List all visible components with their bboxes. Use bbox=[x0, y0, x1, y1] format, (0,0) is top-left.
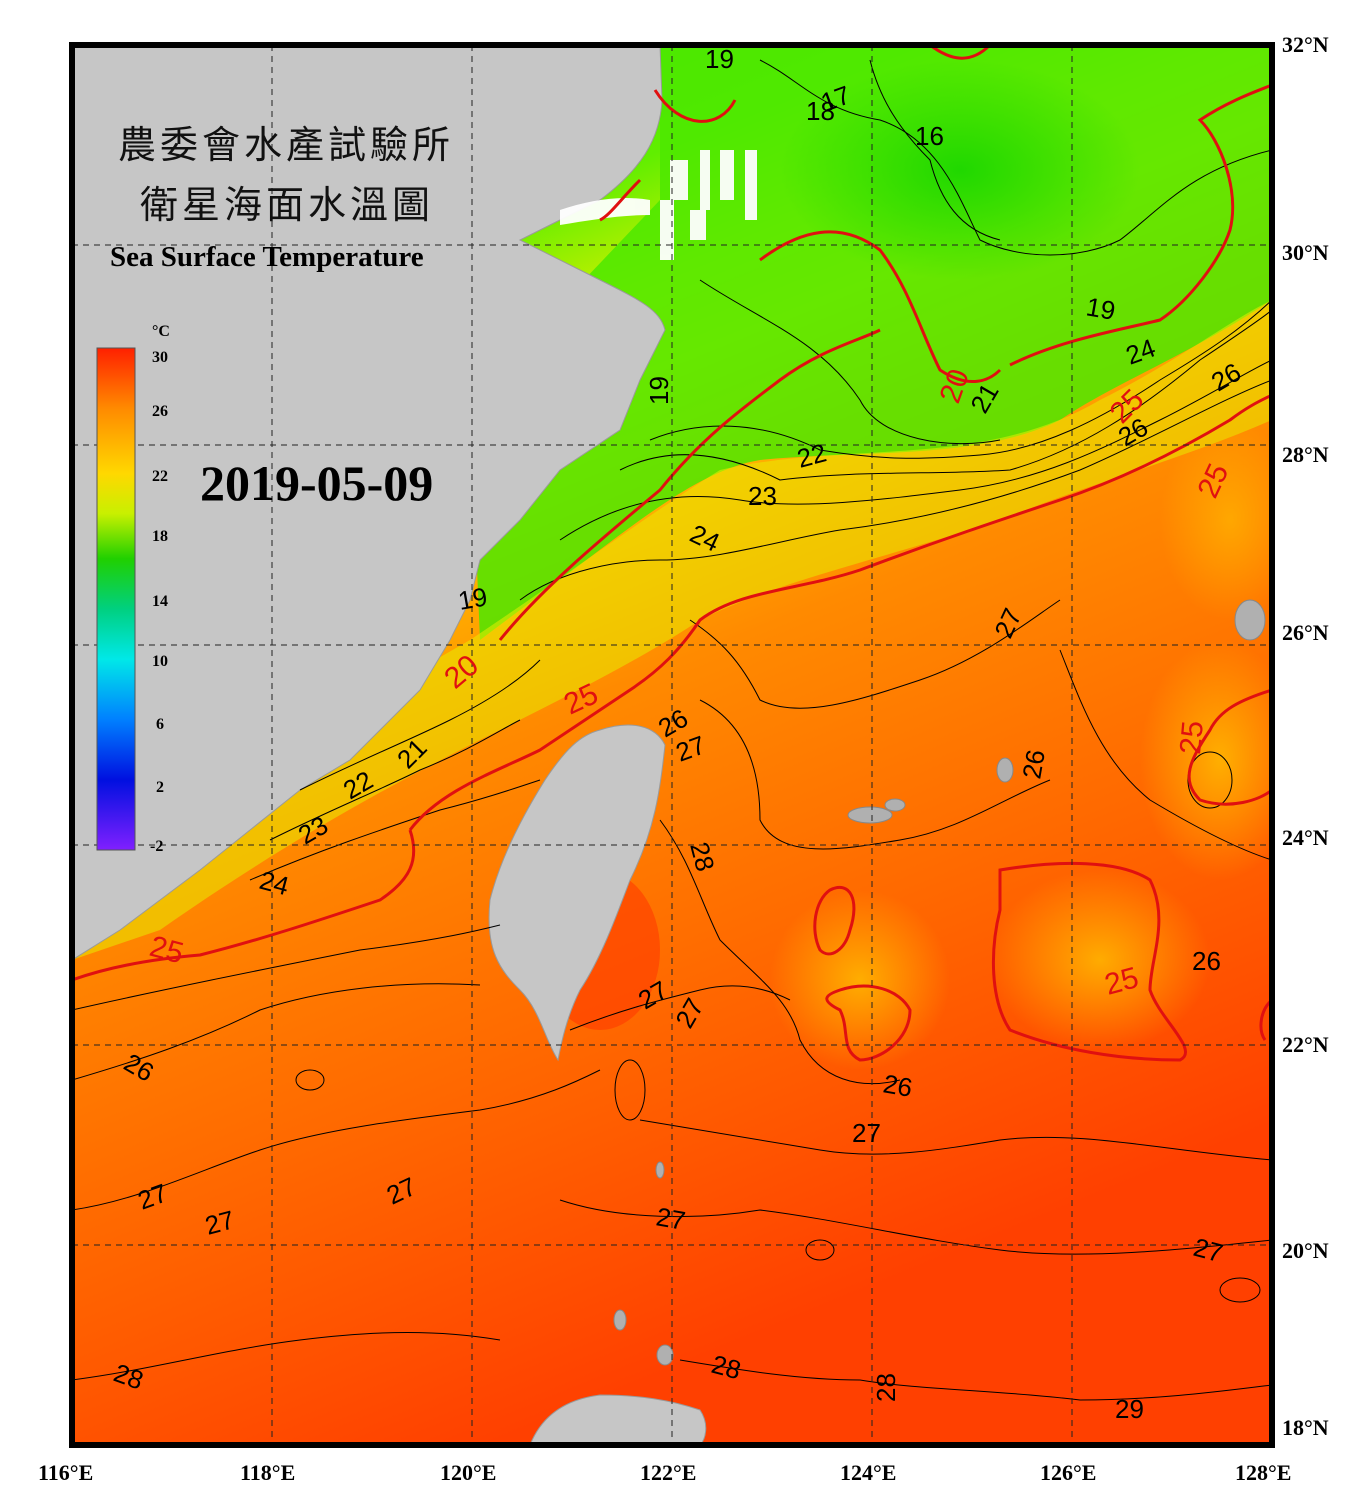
colorbar-tick: 26 bbox=[152, 403, 168, 420]
graticule bbox=[72, 45, 1272, 1445]
contour-label: 23 bbox=[748, 481, 777, 511]
lon-label: 116°E bbox=[38, 1460, 93, 1485]
lat-label: 32°N bbox=[1282, 32, 1329, 57]
contour-label: 16 bbox=[915, 121, 944, 151]
contour-label: 26 bbox=[881, 1068, 915, 1103]
contour-label: 26 bbox=[1016, 747, 1051, 781]
colorbar-tick: 6 bbox=[156, 716, 164, 733]
longitude-labels: 116°E 118°E 120°E 122°E 124°E 126°E 128°… bbox=[38, 1460, 1291, 1485]
contour-label: 18 bbox=[806, 96, 835, 126]
black-isotherms bbox=[72, 59, 1272, 1401]
colorbar-tick: 14 bbox=[152, 593, 168, 610]
contour-label: 19 bbox=[644, 376, 674, 405]
red-isotherms bbox=[72, 45, 1272, 1062]
contour-label: 19 bbox=[1084, 291, 1118, 326]
lon-label: 118°E bbox=[240, 1460, 295, 1485]
contour-label: 25 bbox=[1174, 719, 1210, 755]
contour-label: 27 bbox=[852, 1118, 881, 1148]
title-cn-1: 農委會水產試驗所 bbox=[118, 123, 454, 167]
contour-label: 27 bbox=[654, 1201, 688, 1236]
colorbar-tick: -2 bbox=[150, 838, 163, 855]
lon-label: 124°E bbox=[840, 1460, 896, 1485]
lat-label: 30°N bbox=[1282, 240, 1329, 265]
contour-label: 19 bbox=[456, 581, 490, 616]
date-label: 2019-05-09 bbox=[200, 455, 433, 511]
colorbar-tick: 22 bbox=[152, 468, 168, 485]
lat-label: 18°N bbox=[1282, 1415, 1329, 1440]
lat-label: 28°N bbox=[1282, 442, 1329, 467]
colorbar: °C 30 26 22 18 14 10 6 2 -2 bbox=[96, 323, 170, 855]
land-china bbox=[72, 45, 666, 961]
lat-label: 26°N bbox=[1282, 620, 1329, 645]
contour-label: 19 bbox=[705, 44, 734, 74]
colorbar-tick: 10 bbox=[152, 653, 168, 670]
land-taiwan bbox=[488, 724, 666, 1062]
contour-label: 29 bbox=[1115, 1394, 1144, 1424]
title-cn-2: 衛星海面水溫圖 bbox=[140, 183, 434, 227]
colorbar-unit: °C bbox=[152, 323, 170, 340]
lat-label: 22°N bbox=[1282, 1032, 1329, 1057]
lat-label: 20°N bbox=[1282, 1238, 1329, 1263]
lon-label: 126°E bbox=[1040, 1460, 1096, 1485]
map-frame bbox=[69, 42, 1275, 1448]
title-en: Sea Surface Temperature bbox=[110, 241, 424, 273]
land-luzon bbox=[529, 1394, 707, 1445]
contour-label: 26 bbox=[1192, 946, 1221, 976]
colorbar-tick: 18 bbox=[152, 528, 168, 545]
lon-label: 120°E bbox=[440, 1460, 496, 1485]
contour-label: 28 bbox=[871, 1373, 901, 1402]
lon-label: 128°E bbox=[1235, 1460, 1291, 1485]
sea-surface-field: 19 17 18 16 19 24 26 26 21 22 23 24 19 1… bbox=[72, 44, 1272, 1445]
latitude-labels: 32°N 30°N 28°N 26°N 24°N 22°N 20°N 18°N bbox=[1282, 32, 1329, 1440]
lat-label: 24°N bbox=[1282, 825, 1329, 850]
lon-label: 122°E bbox=[640, 1460, 696, 1485]
colorbar-tick: 30 bbox=[152, 349, 168, 366]
colorbar-tick: 2 bbox=[156, 779, 164, 796]
